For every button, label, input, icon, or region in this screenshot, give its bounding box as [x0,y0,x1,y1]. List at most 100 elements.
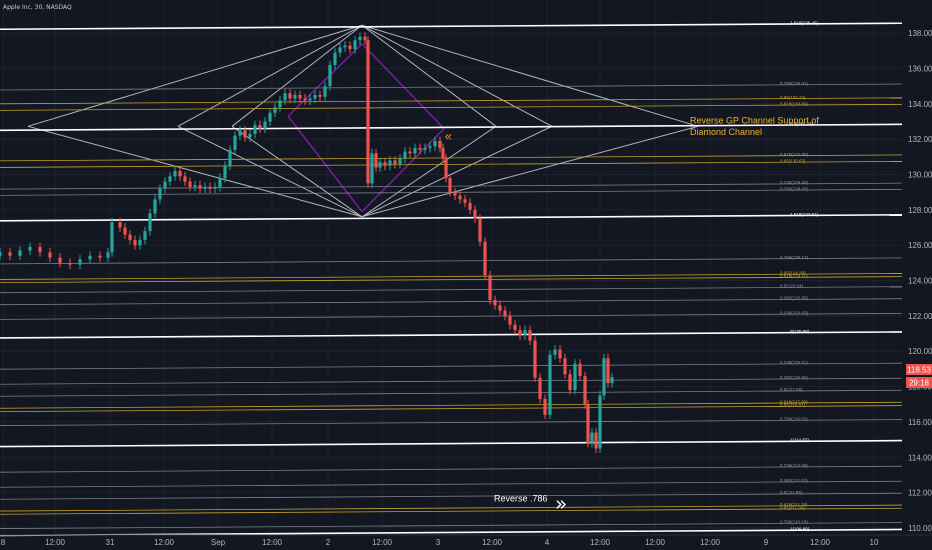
fib-label-30: 1(109.80) [790,526,810,531]
candle-body-82 [453,192,457,196]
candle-body-79 [441,148,445,159]
orange-chevron-icon: « [444,129,453,145]
fib-label-0: 1.618(138.45) [790,20,819,25]
candle-body-45 [278,100,282,108]
x-tick-label: 12:00 [645,538,666,547]
x-tick-label: 12:00 [45,538,66,547]
y-tick-label: 124.00 [908,277,932,286]
candle-body-60 [353,40,357,50]
candle-body-70 [398,158,402,164]
candle-body-4 [38,246,42,253]
fib-line-3 [0,103,903,111]
candle-body-92 [503,310,507,316]
candle-body-76 [428,146,432,149]
candle-body-68 [388,160,392,166]
y-tick-label: 134.00 [908,100,932,109]
candle-body-13 [118,222,122,228]
fib-line-16 [0,331,903,339]
y-tick-label: 136.00 [908,65,932,74]
fib-line-29 [0,522,903,529]
last-price-text: 118.53 [907,366,931,375]
candle-body-9 [88,255,92,260]
candle-body-99 [538,377,542,399]
fib-label-12: 0.618(124.11) [780,274,808,279]
candle-body-109 [586,404,590,444]
candle-body-63 [366,40,370,184]
candle-body-30 [203,186,207,189]
diamond-edge-top-4 [231,24,363,127]
candle-body-32 [213,186,217,189]
candle-body-97 [528,330,532,341]
candle-body-17 [138,239,142,246]
fib-label-17: 0.236(119.21) [780,360,808,365]
candle-body-15 [128,234,132,240]
fib-line-6 [0,161,903,168]
candle-body-96 [523,330,527,336]
candle-body-18 [143,231,147,240]
fib-line-25 [0,480,903,488]
fib-label-20: 0.618(117.00) [780,399,808,404]
candle-body-24 [173,171,177,177]
fib-label-2: 0.65(134.23) [780,95,806,100]
candle-body-31 [208,186,212,189]
purple-diamond-edge-3 [287,115,363,213]
x-tick-label: 8 [1,538,6,547]
candle-body-110 [590,432,594,444]
candle-body-89 [488,275,492,301]
candle-body-46 [283,93,287,101]
countdown-badge [906,377,932,388]
annotation-0: Reverse GP Channel Support of [690,115,819,125]
candle-body-42 [263,121,267,129]
chart-annotations: Reverse GP Channel Support of Diamond Cha… [444,115,819,515]
candle-body-62 [363,36,367,41]
candle-body-95 [518,330,522,336]
fib-line-27 [0,504,903,512]
fib-label-24: 0.236(113.38) [780,463,808,468]
candle-body-14 [123,227,127,235]
candle-body-53 [318,95,322,97]
fib-line-13 [0,286,903,294]
time-axis[interactable]: 8 12:00 31 12:00 Sep 12:00 2 12:00 3 12:00 4 12:00 1… [0,534,932,547]
fib-label-3: 0.618(133.86) [780,101,809,106]
fib-line-9 [0,213,903,222]
candle-body-26 [183,176,187,182]
y-tick-label: 126.00 [908,241,932,250]
diamond-edge-top-3 [361,24,553,127]
fib-label-9: 1.618(127.61) [790,212,819,217]
fib-label-23: 1(114.83) [790,438,809,443]
candle-body-51 [308,98,312,101]
price-axis[interactable]: 110.00112.00114.00116.00118.00120.00122.… [908,29,932,533]
candle-body-16 [133,239,137,246]
candle-body-54 [323,86,327,97]
candle-body-57 [338,47,342,53]
candle-body-47 [288,93,292,99]
candle-body-59 [348,45,352,50]
fib-label-19: 0.5(117.68) [780,387,803,392]
price-badges: 118.53 29:18 [906,364,932,388]
candle-body-3 [28,246,32,251]
candle-body-85 [468,202,472,210]
candle-body-7 [68,262,72,265]
fib-label-21: 0.65(116.81) [780,403,806,408]
candle-body-91 [498,305,502,311]
candle-body-1 [8,252,12,256]
candle-body-0 [0,252,2,256]
candle-body-25 [178,171,182,177]
fib-label-15: 0.236(122.03) [780,310,809,315]
candle-body-50 [303,98,307,101]
candle-body-90 [493,300,497,306]
candle-body-39 [248,133,252,138]
candle-body-115 [610,377,614,384]
x-tick-label: 10 [870,538,879,547]
candle-body-37 [238,130,242,136]
candle-body-114 [606,358,610,384]
diamond-edge-bot-3 [361,125,553,218]
x-tick-label: 12:00 [372,538,393,547]
candle-body-21 [158,188,162,200]
x-tick-label: 12:00 [590,538,611,547]
fib-label-14: 0.382(122.86) [780,296,809,301]
candle-body-12 [110,222,114,253]
candle-body-74 [418,148,422,150]
x-tick-label: 12:00 [262,538,283,547]
